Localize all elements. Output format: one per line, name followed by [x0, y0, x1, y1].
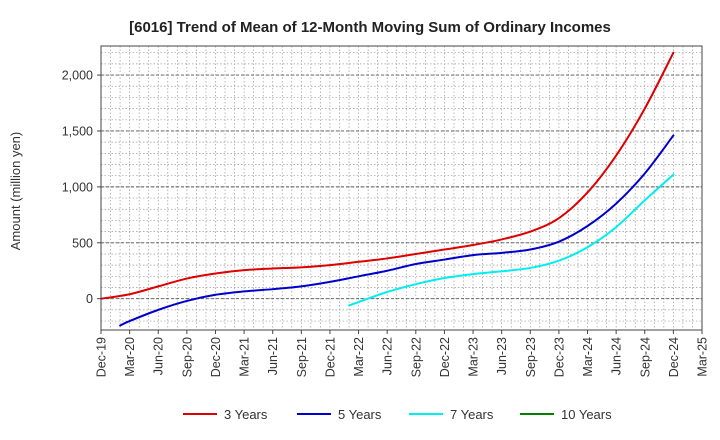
x-tick-label: Jun-22	[381, 337, 395, 375]
legend-label: 3 Years	[224, 407, 268, 422]
y-tick-label: 0	[86, 292, 93, 306]
x-tick-label: Dec-20	[209, 337, 223, 377]
series-lines	[100, 51, 675, 327]
chart-title: [6016] Trend of Mean of 12-Month Moving …	[129, 19, 611, 36]
series-line-5-years	[119, 134, 675, 327]
legend: 3 Years 5 Years 7 Years 10 Years	[183, 407, 612, 422]
x-tick-label: Jun-21	[266, 337, 280, 375]
x-tick-label: Dec-19	[95, 337, 109, 377]
x-tick-label: Sep-20	[180, 337, 194, 377]
x-tick-label: Mar-23	[467, 337, 481, 377]
legend-item-7-years: 7 Years	[409, 407, 494, 422]
x-tick-label: Dec-23	[552, 337, 566, 377]
x-tick-label: Mar-22	[352, 337, 366, 377]
series-line-7-years	[348, 173, 675, 307]
x-tick-label: Sep-23	[524, 337, 538, 377]
x-tick-label: Dec-21	[323, 337, 337, 377]
y-axis-ticks: 0 500 1,000 1,500 2,000	[62, 69, 101, 306]
y-axis-label: Amount (million yen)	[8, 132, 23, 251]
x-tick-label: Jun-23	[495, 337, 509, 375]
x-tick-label: Mar-24	[581, 337, 595, 377]
legend-item-3-years: 3 Years	[183, 407, 268, 422]
legend-item-10-years: 10 Years	[520, 407, 612, 422]
x-tick-label: Sep-21	[295, 337, 309, 377]
x-tick-label: Jun-24	[610, 337, 624, 375]
y-tick-label: 2,000	[62, 69, 93, 83]
y-tick-label: 1,500	[62, 124, 93, 138]
series-line-3-years	[100, 51, 675, 300]
x-tick-label: Mar-25	[696, 337, 710, 377]
x-tick-label: Sep-24	[638, 337, 652, 377]
x-axis-ticks: Dec-19 Mar-20 Jun-20 Sep-20 Dec-20 Mar-21 Jun-…	[95, 330, 710, 377]
legend-label: 7 Years	[450, 407, 494, 422]
y-tick-label: 500	[72, 236, 93, 250]
x-tick-label: Mar-21	[238, 337, 252, 377]
y-tick-label: 1,000	[62, 180, 93, 194]
legend-label: 10 Years	[561, 407, 612, 422]
x-tick-label: Jun-20	[152, 337, 166, 375]
x-tick-label: Dec-22	[438, 337, 452, 377]
x-tick-label: Dec-24	[667, 337, 681, 377]
x-tick-label: Mar-20	[123, 337, 137, 377]
legend-item-5-years: 5 Years	[297, 407, 382, 422]
plot-area-frame	[100, 45, 703, 331]
legend-label: 5 Years	[338, 407, 382, 422]
x-tick-label: Sep-22	[409, 337, 423, 377]
